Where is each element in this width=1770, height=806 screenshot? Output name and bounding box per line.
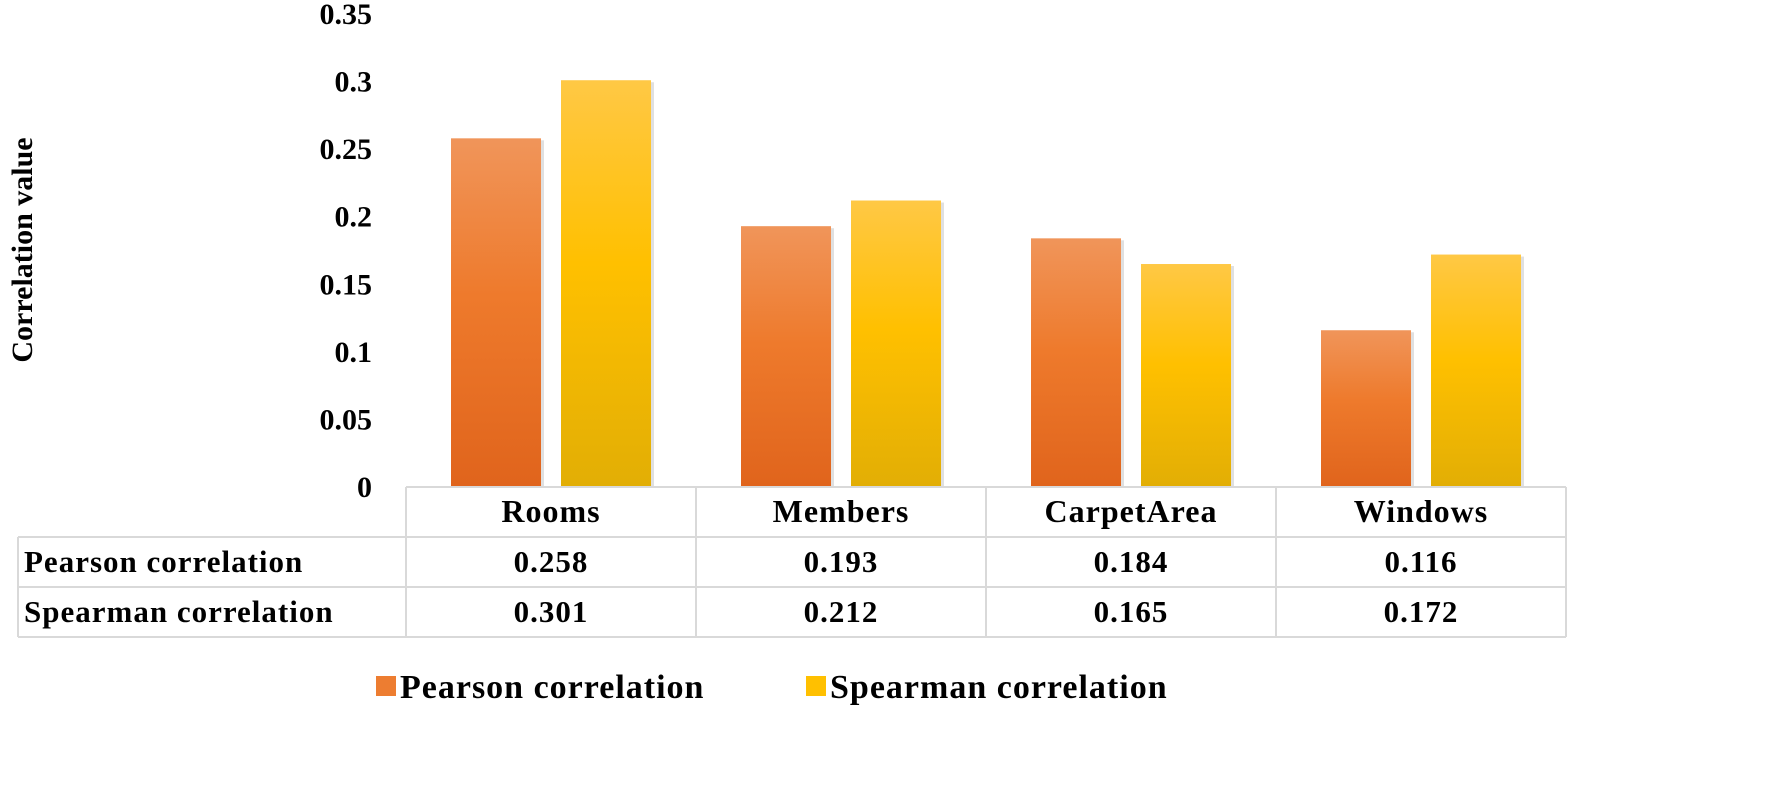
y-tick-label: 0.15	[320, 268, 373, 301]
y-tick-label: 0.1	[335, 336, 373, 369]
table-cell-value: 0.212	[804, 594, 879, 629]
table-cell-value: 0.258	[514, 544, 589, 579]
y-tick-label: 0.35	[320, 0, 373, 31]
table-row-label: Spearman correlation	[24, 594, 334, 629]
table-cell-value: 0.165	[1094, 594, 1169, 629]
bar-spearman-members	[851, 200, 941, 488]
bar-spearman-windows	[1431, 254, 1521, 487]
legend-swatch	[806, 676, 826, 696]
legend-label: Pearson correlation	[400, 669, 704, 706]
bar-pearson-members	[741, 226, 831, 487]
bar-spearman-rooms	[561, 80, 651, 487]
bar-pearson-windows	[1321, 330, 1411, 487]
table-row-label: Pearson correlation	[24, 544, 303, 579]
y-tick-label: 0.25	[320, 133, 373, 166]
legend-swatch	[376, 676, 396, 696]
x-category-label: Members	[773, 493, 910, 529]
y-axis-title: Correlation value	[6, 137, 39, 362]
table-cell-value: 0.184	[1094, 544, 1169, 579]
y-tick-label: 0	[357, 471, 372, 504]
legend-label: Spearman correlation	[830, 669, 1168, 706]
x-category-label: Windows	[1354, 493, 1488, 529]
y-tick-label: 0.05	[320, 403, 373, 436]
table-cell-value: 0.193	[804, 544, 879, 579]
table-cell-value: 0.116	[1384, 544, 1457, 579]
x-category-label: Rooms	[501, 493, 600, 529]
table-cell-value: 0.301	[514, 594, 589, 629]
bar-pearson-rooms	[451, 138, 541, 487]
bar-pearson-carpetarea	[1031, 238, 1121, 487]
bar-spearman-carpetarea	[1141, 264, 1231, 487]
x-category-label: CarpetArea	[1045, 493, 1218, 529]
table-cell-value: 0.172	[1384, 594, 1459, 629]
y-tick-label: 0.3	[335, 66, 373, 99]
y-tick-label: 0.2	[335, 201, 373, 234]
